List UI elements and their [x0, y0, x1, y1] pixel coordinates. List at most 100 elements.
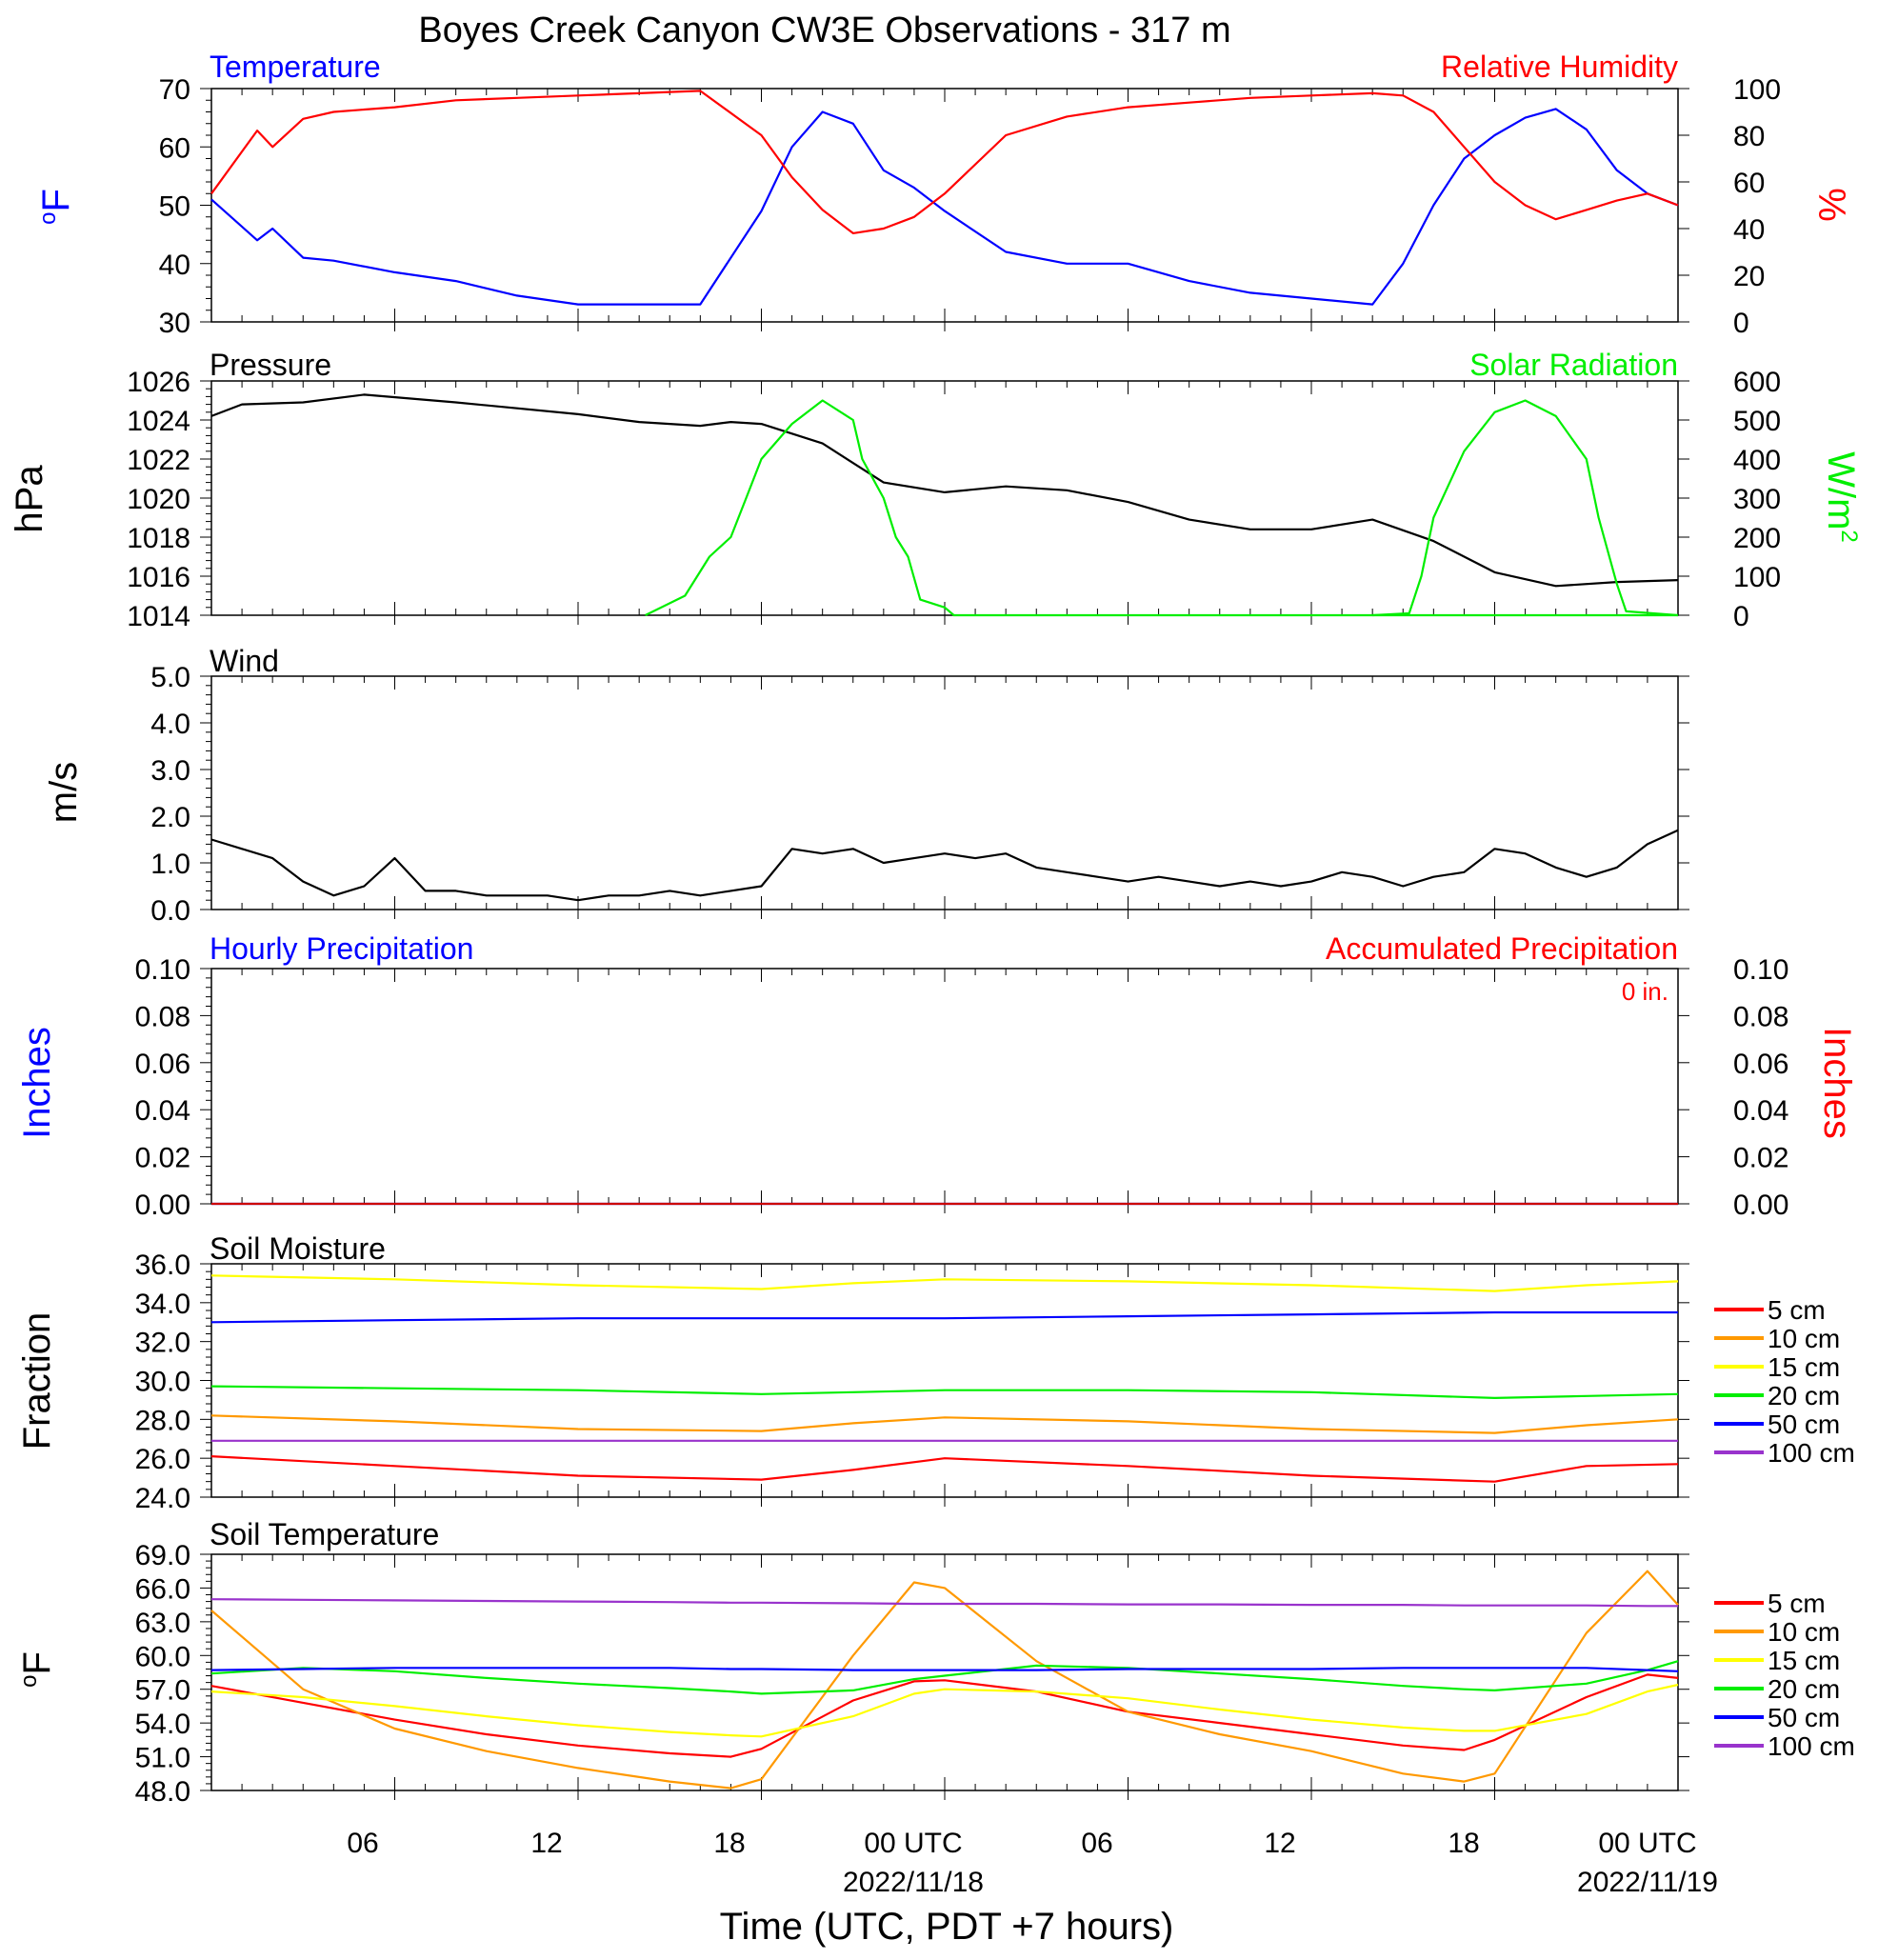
y-tick-label-right: 0.08 — [1733, 1001, 1788, 1032]
y-tick-label-left: 1.0 — [150, 849, 190, 880]
y-tick-label-left: 0.00 — [135, 1190, 190, 1221]
y-tick-label-left: 0.08 — [135, 1001, 190, 1032]
y-tick-label-left: 24.0 — [135, 1483, 190, 1514]
y-tick-label-left: 2.0 — [150, 802, 190, 833]
wind-frame — [210, 675, 1679, 910]
y-tick-label-left: 1016 — [127, 562, 190, 593]
y-tick-label-right: 20 — [1733, 261, 1765, 292]
y-tick-label-right: 0.02 — [1733, 1143, 1788, 1174]
soil_temp-series-20-cm — [210, 1660, 1679, 1695]
y-tick-label-right: 500 — [1733, 406, 1781, 437]
soil-moisture-ylabel: Fraction — [16, 1312, 58, 1450]
soil_moisture-series-20-cm — [210, 1385, 1679, 1400]
wind-ylabel: m/s — [43, 762, 85, 823]
figure-title: Boyes Creek Canyon CW3E Observations - 3… — [418, 10, 1230, 50]
temp_rh-series-temperature — [210, 108, 1679, 306]
y-tick-label-right: 100 — [1733, 74, 1781, 106]
legend-label: 20 cm — [1768, 1381, 1840, 1410]
x-tick-label: 12 — [1264, 1828, 1295, 1859]
y-tick-label-left: 0.10 — [135, 954, 190, 986]
solar-ylabel: W/m2 — [1820, 451, 1862, 543]
x-tick-label: 06 — [347, 1828, 378, 1859]
temperature-title: Temperature — [210, 50, 381, 84]
legend-label: 50 cm — [1768, 1410, 1840, 1439]
y-tick-label-left: 0.06 — [135, 1049, 190, 1080]
pressure_solar-series-pressure — [210, 393, 1679, 588]
soil_temp-series-100-cm — [210, 1598, 1678, 1608]
soil_moisture-frame — [210, 1263, 1679, 1498]
wind-series-wind — [210, 829, 1679, 902]
precip-panel: Hourly Precipitation Accumulated Precipi… — [16, 931, 1858, 1139]
y-tick-label-left: 28.0 — [135, 1405, 190, 1436]
y-tick-label-left: 54.0 — [135, 1709, 190, 1740]
y-tick-label-left: 60.0 — [135, 1641, 190, 1672]
y-tick-label-left: 30 — [159, 308, 190, 339]
legend-label: 100 cm — [1768, 1438, 1855, 1468]
legend-label: 50 cm — [1768, 1703, 1840, 1732]
y-tick-label-left: 1020 — [127, 484, 190, 515]
y-tick-label-right: 0.04 — [1733, 1095, 1788, 1127]
soil_temp-series-15-cm — [210, 1683, 1679, 1738]
x-axis-title: Time (UTC, PDT +7 hours) — [720, 1906, 1174, 1948]
y-tick-label-left: 5.0 — [150, 662, 190, 693]
y-tick-label-left: 60 — [159, 132, 190, 164]
x-tick-label: 18 — [1448, 1828, 1479, 1859]
soil_temp-series-5-cm — [210, 1673, 1679, 1758]
date-label: 2022/11/18 — [843, 1867, 984, 1898]
y-tick-label-left: 70 — [159, 74, 190, 106]
y-tick-label-left: 69.0 — [135, 1540, 190, 1571]
y-tick-label-right: 0.06 — [1733, 1049, 1788, 1080]
soil-temp-ylabel: oF — [16, 1651, 58, 1688]
soil-temp-title: Soil Temperature — [210, 1517, 439, 1551]
y-tick-label-left: 1026 — [127, 367, 190, 398]
y-tick-label-right: 40 — [1733, 214, 1765, 246]
y-tick-label-left: 3.0 — [150, 755, 190, 787]
date-label: 2022/11/19 — [1577, 1867, 1718, 1898]
soil_temp-series-10-cm — [210, 1570, 1679, 1790]
y-tick-label-left: 34.0 — [135, 1289, 190, 1320]
x-tick-label: 00 UTC — [864, 1828, 962, 1859]
y-tick-label-left: 48.0 — [135, 1776, 190, 1808]
y-tick-label-right: 0 — [1733, 601, 1749, 632]
y-tick-label-left: 26.0 — [135, 1444, 190, 1475]
temp_rh-series-relative-humidity — [210, 90, 1679, 234]
legend-label: 100 cm — [1768, 1731, 1855, 1761]
hourly-precip-title: Hourly Precipitation — [210, 931, 473, 966]
wind-title: Wind — [210, 644, 279, 678]
x-tick-label: 06 — [1081, 1828, 1112, 1859]
x-tick-label: 12 — [530, 1828, 562, 1859]
precip-annotation: 0 in. — [1622, 977, 1668, 1006]
accum-precip-ylabel: Inches — [1816, 1027, 1858, 1139]
y-tick-label-left: 66.0 — [135, 1573, 190, 1605]
x-axis-labels: 06 12 18 00 UTC 06 12 18 00 UTC 2022/11/… — [347, 1828, 1718, 1948]
temp-ylabel: oF — [35, 189, 77, 225]
y-tick-label-left: 1014 — [127, 601, 190, 632]
y-tick-label-right: 200 — [1733, 523, 1781, 554]
y-tick-label-left: 1018 — [127, 523, 190, 554]
soil_temp-frame — [210, 1553, 1679, 1791]
soil-moisture-title: Soil Moisture — [210, 1231, 386, 1266]
y-tick-label-right: 60 — [1733, 168, 1765, 199]
y-tick-label-right: 400 — [1733, 445, 1781, 476]
x-tick-label: 18 — [713, 1828, 745, 1859]
y-tick-label-left: 50 — [159, 191, 190, 223]
y-tick-label-right: 0 — [1733, 308, 1749, 339]
legend-label: 20 cm — [1768, 1674, 1840, 1704]
y-tick-label-left: 63.0 — [135, 1608, 190, 1639]
y-tick-label-right: 0.10 — [1733, 954, 1788, 986]
y-tick-label-right: 80 — [1733, 121, 1765, 152]
y-tick-label-left: 1024 — [127, 406, 190, 437]
y-tick-label-left: 0.02 — [135, 1143, 190, 1174]
soil_moisture-series-15-cm — [210, 1274, 1679, 1292]
legend-label: 5 cm — [1768, 1295, 1826, 1325]
legend-label: 15 cm — [1768, 1352, 1840, 1382]
temp_rh-frame — [210, 88, 1679, 323]
soil_temp-series-50-cm — [210, 1667, 1679, 1672]
y-tick-label-left: 32.0 — [135, 1328, 190, 1359]
hourly-precip-ylabel: Inches — [16, 1027, 58, 1139]
pressure-title: Pressure — [210, 348, 331, 382]
soil_moisture-series-10-cm — [210, 1414, 1679, 1434]
y-tick-label-left: 4.0 — [150, 709, 190, 740]
y-tick-label-right: 300 — [1733, 484, 1781, 515]
